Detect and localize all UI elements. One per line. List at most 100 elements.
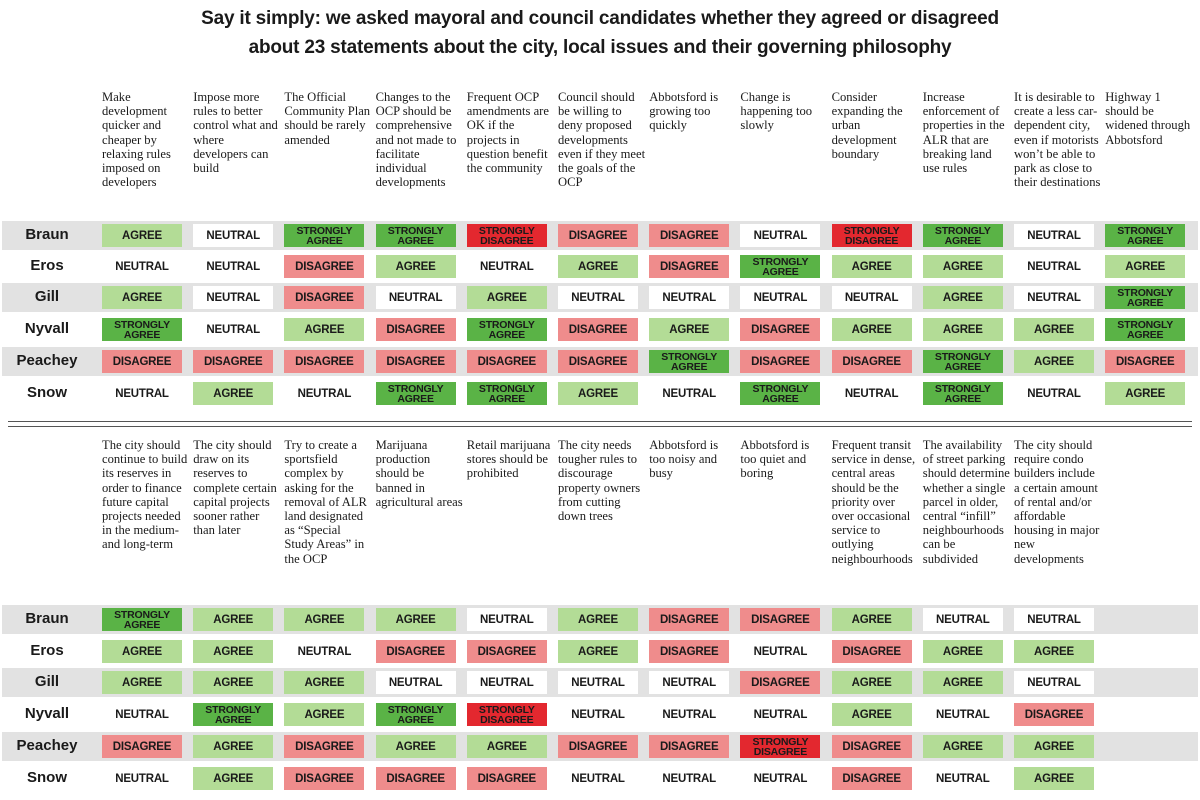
response-cell: NEUTRAL <box>831 286 912 309</box>
response-cell: NEUTRAL <box>375 286 456 309</box>
response-cell: DISAGREE <box>649 255 730 278</box>
response-cell: NEUTRAL <box>102 767 182 790</box>
response-cell: AGREE <box>831 608 912 631</box>
response-cell: NEUTRAL <box>649 286 730 309</box>
response-cell: NEUTRAL <box>102 255 182 278</box>
response-cell: NEUTRAL <box>466 255 547 278</box>
response-cell: DISAGREE <box>831 767 912 790</box>
response-cell: STRONGLY DISAGREE <box>831 224 912 247</box>
response-cell: NEUTRAL <box>740 286 821 309</box>
response-cell: NEUTRAL <box>1014 382 1094 405</box>
statement-header: Council should be willing to deny propos… <box>558 90 646 190</box>
statement-header: Abbotsford is too noisy and busy <box>649 438 719 481</box>
response-cell: AGREE <box>284 703 365 726</box>
response-cell: NEUTRAL <box>1014 608 1094 631</box>
response-cell: AGREE <box>102 671 182 694</box>
response-cell: AGREE <box>102 224 182 247</box>
candidate-name: Gill <box>34 673 60 690</box>
response-cell: STRONGLY AGREE <box>466 318 547 341</box>
response-cell: DISAGREE <box>284 350 365 373</box>
response-cell: NEUTRAL <box>1014 671 1094 694</box>
response-cell: NEUTRAL <box>193 318 274 341</box>
response-cell: AGREE <box>375 255 456 278</box>
response-cell: DISAGREE <box>740 671 821 694</box>
candidate-name: Snow <box>27 384 67 401</box>
response-cell: STRONGLY DISAGREE <box>740 735 821 758</box>
candidate-name: Eros <box>30 257 64 274</box>
statement-header: The availability of street parking shoul… <box>922 438 1010 566</box>
response-cell: NEUTRAL <box>193 286 274 309</box>
candidate-name: Peachey <box>16 737 78 754</box>
response-cell: AGREE <box>375 608 456 631</box>
response-cell: NEUTRAL <box>375 671 456 694</box>
response-cell: DISAGREE <box>375 318 456 341</box>
response-cell: AGREE <box>375 735 456 758</box>
response-cell: AGREE <box>193 767 274 790</box>
response-cell: AGREE <box>466 286 547 309</box>
response-cell: NEUTRAL <box>740 224 821 247</box>
response-cell: AGREE <box>284 318 365 341</box>
response-cell: STRONGLY AGREE <box>375 382 456 405</box>
response-cell: DISAGREE <box>102 350 182 373</box>
response-cell: DISAGREE <box>284 255 365 278</box>
response-cell: NEUTRAL <box>466 608 547 631</box>
statement-header: Marijuana production should be banned in… <box>375 438 463 509</box>
response-cell: DISAGREE <box>558 735 638 758</box>
response-cell: DISAGREE <box>740 608 821 631</box>
response-cell: AGREE <box>193 671 274 694</box>
response-cell: AGREE <box>831 703 912 726</box>
response-cell: AGREE <box>1014 767 1094 790</box>
response-cell: DISAGREE <box>466 767 547 790</box>
response-cell: DISAGREE <box>1014 703 1094 726</box>
response-cell: NEUTRAL <box>284 640 365 663</box>
response-cell: AGREE <box>284 671 365 694</box>
response-cell: AGREE <box>558 640 638 663</box>
response-cell: DISAGREE <box>102 735 182 758</box>
response-cell: AGREE <box>558 608 638 631</box>
response-cell: AGREE <box>193 608 274 631</box>
response-cell: AGREE <box>193 640 274 663</box>
response-cell: STRONGLY DISAGREE <box>466 703 547 726</box>
response-cell: DISAGREE <box>558 318 638 341</box>
candidate-name: Snow <box>27 769 67 786</box>
response-cell: AGREE <box>922 640 1003 663</box>
response-cell: DISAGREE <box>284 286 365 309</box>
response-cell: DISAGREE <box>649 640 730 663</box>
response-cell: NEUTRAL <box>740 703 821 726</box>
response-cell: DISAGREE <box>193 350 274 373</box>
response-cell: DISAGREE <box>284 767 365 790</box>
response-cell: DISAGREE <box>375 640 456 663</box>
response-cell: NEUTRAL <box>831 382 912 405</box>
response-cell: DISAGREE <box>375 350 456 373</box>
response-cell: STRONGLY AGREE <box>102 608 182 631</box>
statement-header: Frequent OCP amendments are OK if the pr… <box>466 90 549 176</box>
response-cell: STRONGLY AGREE <box>922 224 1003 247</box>
statement-header: The city needs tougher rules to discoura… <box>558 438 641 524</box>
response-cell: AGREE <box>1014 640 1094 663</box>
response-cell: DISAGREE <box>558 350 638 373</box>
statement-header: Abbotsford is growing too quickly <box>649 90 719 133</box>
response-cell: NEUTRAL <box>466 671 547 694</box>
response-cell: STRONGLY AGREE <box>740 255 821 278</box>
candidate-name: Braun <box>25 226 69 243</box>
response-cell: NEUTRAL <box>193 255 274 278</box>
response-cell: AGREE <box>831 255 912 278</box>
response-cell: AGREE <box>558 382 638 405</box>
response-cell: DISAGREE <box>649 735 730 758</box>
statement-header: Abbotsford is too quiet and boring <box>740 438 810 481</box>
statement-header: The city should draw on its reserves to … <box>193 438 277 538</box>
response-cell: AGREE <box>922 286 1003 309</box>
statement-header: Highway 1 should be widened through Abbo… <box>1105 90 1191 147</box>
response-cell: NEUTRAL <box>558 286 638 309</box>
candidate-name: Peachey <box>16 352 78 369</box>
response-cell: AGREE <box>831 671 912 694</box>
response-cell: AGREE <box>193 382 274 405</box>
response-cell: DISAGREE <box>284 735 365 758</box>
response-cell: DISAGREE <box>466 640 547 663</box>
response-cell: NEUTRAL <box>193 224 274 247</box>
response-cell: AGREE <box>831 318 912 341</box>
statement-header: Consider expanding the urban development… <box>831 90 903 161</box>
response-cell: DISAGREE <box>831 350 912 373</box>
response-cell: DISAGREE <box>558 224 638 247</box>
response-cell: STRONGLY AGREE <box>193 703 274 726</box>
